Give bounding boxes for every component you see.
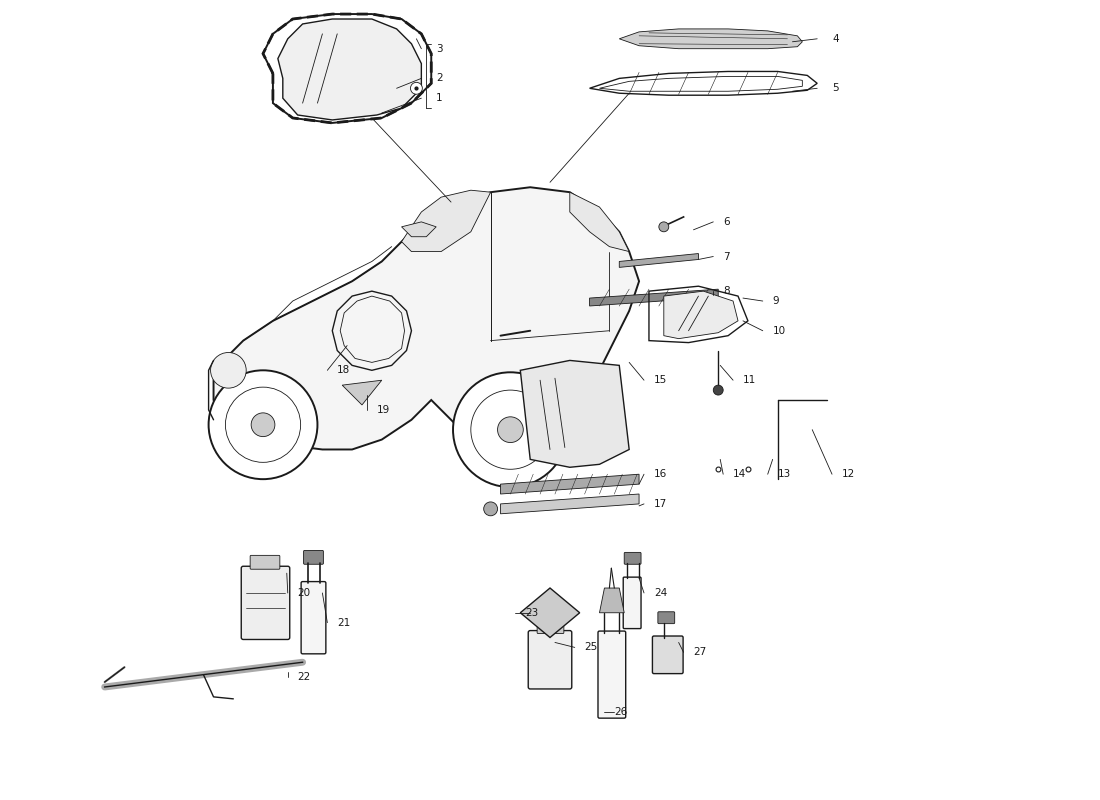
Text: 11: 11: [742, 375, 756, 386]
Text: 12: 12: [842, 470, 855, 479]
Polygon shape: [213, 187, 639, 450]
Circle shape: [410, 82, 422, 94]
Text: 8: 8: [723, 286, 729, 296]
Text: 21: 21: [338, 618, 351, 628]
Polygon shape: [402, 222, 437, 237]
FancyBboxPatch shape: [624, 577, 641, 629]
FancyBboxPatch shape: [658, 612, 674, 624]
Polygon shape: [342, 380, 382, 405]
Polygon shape: [402, 190, 491, 251]
FancyBboxPatch shape: [304, 550, 323, 564]
FancyBboxPatch shape: [250, 555, 279, 570]
Text: 6: 6: [723, 217, 729, 227]
FancyBboxPatch shape: [241, 566, 289, 639]
Polygon shape: [663, 291, 738, 338]
Text: 4: 4: [832, 34, 838, 44]
Circle shape: [210, 353, 246, 388]
Text: 2: 2: [437, 74, 443, 83]
FancyBboxPatch shape: [528, 630, 572, 689]
Circle shape: [497, 417, 524, 442]
Text: 16: 16: [653, 470, 668, 479]
Polygon shape: [619, 254, 698, 267]
Polygon shape: [500, 474, 639, 494]
Text: 27: 27: [693, 647, 706, 658]
FancyBboxPatch shape: [598, 631, 626, 718]
Text: 3: 3: [437, 44, 443, 54]
Circle shape: [484, 502, 497, 516]
Polygon shape: [590, 289, 718, 306]
Text: 22: 22: [298, 672, 311, 682]
Text: 25: 25: [584, 642, 598, 652]
Text: 1: 1: [437, 93, 443, 103]
Polygon shape: [278, 19, 421, 120]
Text: 5: 5: [832, 83, 838, 94]
Circle shape: [453, 372, 568, 487]
FancyBboxPatch shape: [537, 620, 564, 634]
Circle shape: [251, 413, 275, 437]
Polygon shape: [619, 29, 802, 49]
Text: 9: 9: [772, 296, 779, 306]
Polygon shape: [570, 192, 629, 251]
Text: 14: 14: [733, 470, 746, 479]
Text: 7: 7: [723, 251, 729, 262]
Text: 10: 10: [772, 326, 785, 336]
Polygon shape: [520, 361, 629, 467]
Text: 23: 23: [526, 608, 539, 618]
Circle shape: [209, 370, 318, 479]
Text: 15: 15: [653, 375, 668, 386]
Text: 20: 20: [298, 588, 311, 598]
FancyBboxPatch shape: [301, 582, 326, 654]
Circle shape: [713, 385, 723, 395]
Polygon shape: [600, 588, 624, 613]
Polygon shape: [520, 588, 580, 638]
Text: 13: 13: [778, 470, 791, 479]
Text: 19: 19: [377, 405, 390, 415]
Text: 17: 17: [653, 499, 668, 509]
Text: 18: 18: [338, 366, 351, 375]
Text: 26: 26: [614, 706, 628, 717]
Polygon shape: [500, 494, 639, 514]
Circle shape: [659, 222, 669, 232]
Text: 24: 24: [653, 588, 668, 598]
FancyBboxPatch shape: [624, 552, 641, 564]
FancyBboxPatch shape: [652, 636, 683, 674]
